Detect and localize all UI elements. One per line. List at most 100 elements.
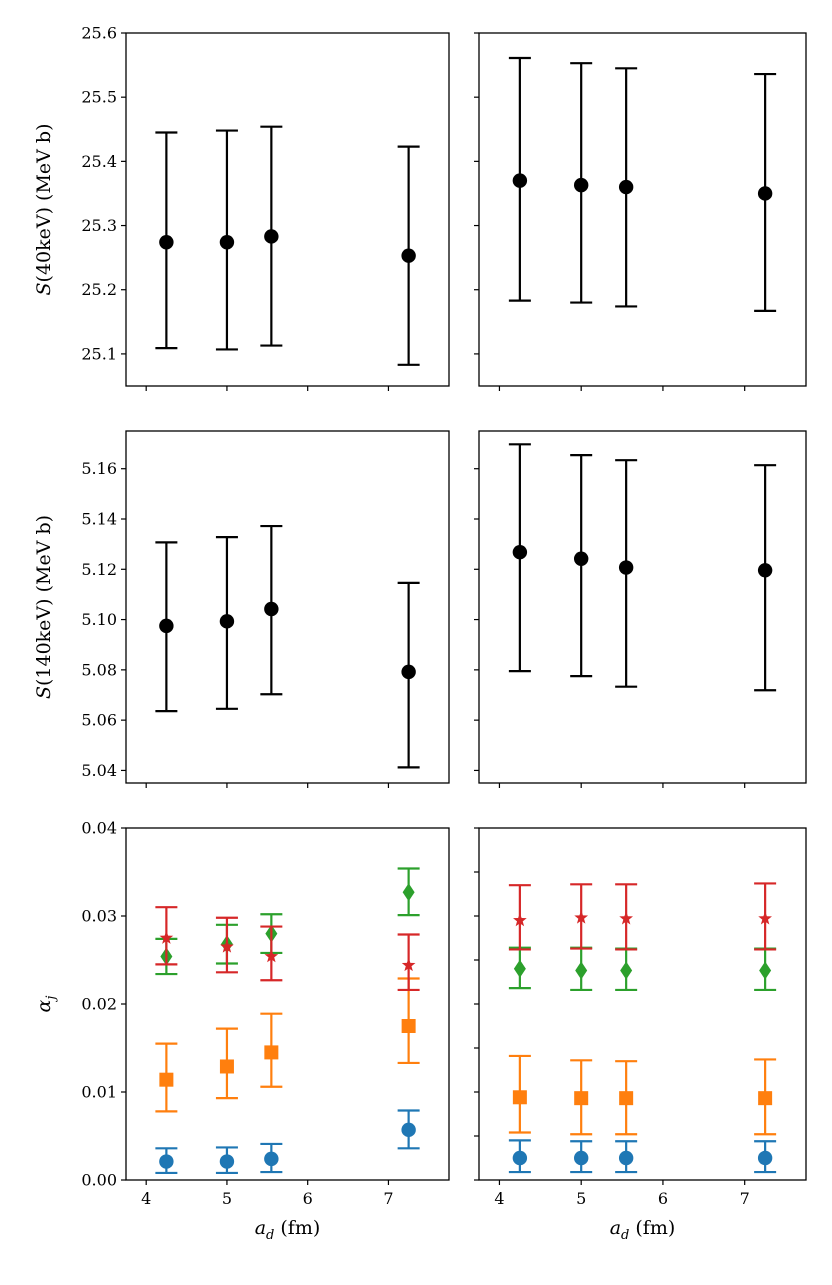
data-point xyxy=(264,601,279,617)
data-point xyxy=(574,910,589,924)
data-point xyxy=(401,248,416,263)
data-point xyxy=(219,1154,235,1169)
y-tick-label: 25.6 xyxy=(81,24,117,43)
data-point xyxy=(512,173,528,188)
y-tick-label: 5.10 xyxy=(81,610,117,629)
data-point xyxy=(401,1019,416,1033)
data-point xyxy=(619,911,633,925)
series-α4 xyxy=(508,882,777,951)
plot-frame xyxy=(478,32,807,387)
data-point xyxy=(264,1045,279,1060)
data-point xyxy=(757,1150,773,1166)
y-tick-label: 0.02 xyxy=(81,995,117,1014)
data-point xyxy=(159,930,174,944)
data-point xyxy=(219,614,235,629)
y-tick-label: 0.00 xyxy=(81,1171,117,1190)
plot-frame xyxy=(478,827,807,1181)
y-tick-label: 25.3 xyxy=(81,216,117,235)
data-point xyxy=(513,913,527,927)
y-axis-label: S(40keV) (MeV b) xyxy=(33,124,55,296)
series-α1 xyxy=(508,1139,777,1174)
data-point xyxy=(219,1059,234,1074)
plot-frame xyxy=(125,827,450,1181)
y-tick-label: 25.2 xyxy=(81,280,117,299)
x-tick-label: 6 xyxy=(303,1189,313,1208)
data-point xyxy=(159,618,174,634)
x-axis-label: ad (fm) xyxy=(255,1217,321,1243)
y-tick-label: 5.16 xyxy=(81,459,117,478)
plot-frame xyxy=(125,32,450,387)
y-tick-label: 0.01 xyxy=(81,1083,117,1102)
panel-bottom-right: 4 5 6 7 ad (fm) xyxy=(474,827,807,1243)
panel-middle-right xyxy=(474,430,807,788)
data-point xyxy=(401,664,416,680)
panel-middle-left: 5.04 5.06 5.08 5.10 5.12 5.14 5.16 S(140keV) (M… xyxy=(33,430,450,788)
series-α4 xyxy=(155,906,420,992)
x-tick-label: 6 xyxy=(658,1189,668,1208)
x-tick-label: 7 xyxy=(740,1189,750,1208)
y-axis-label: αj xyxy=(33,996,59,1013)
data-point xyxy=(513,959,526,978)
y-tick-label: 5.06 xyxy=(81,711,117,730)
x-tick-label: 5 xyxy=(222,1189,232,1208)
data-point xyxy=(620,961,633,980)
data-point xyxy=(575,961,588,980)
data-point xyxy=(757,186,773,201)
series-α3 xyxy=(155,867,420,976)
data-point xyxy=(159,1072,174,1087)
data-point xyxy=(512,1150,528,1166)
data-point xyxy=(574,1091,589,1106)
data-point xyxy=(220,939,234,953)
data-point xyxy=(159,1154,174,1169)
data-point xyxy=(619,1091,634,1106)
data-point xyxy=(219,235,235,250)
series-α3 xyxy=(508,946,777,992)
y-tick-label: 25.4 xyxy=(81,152,117,171)
data-point xyxy=(512,1090,527,1105)
data-point xyxy=(758,1091,773,1106)
data-point xyxy=(573,1150,589,1166)
panel-bottom-left: 4 5 6 7 0.00 0.01 0.02 0.03 0.04 αj ad (fm) xyxy=(33,819,450,1243)
data-point xyxy=(618,560,634,575)
data-point xyxy=(758,911,772,925)
y-tick-label: 0.04 xyxy=(81,819,117,838)
y-axis-label: S(140keV) (MeV b) xyxy=(33,515,55,699)
series-S(140keV) xyxy=(155,524,420,769)
data-point xyxy=(159,235,174,250)
data-point xyxy=(401,1122,416,1138)
y-tick-label: 5.12 xyxy=(81,560,117,579)
x-tick-label: 4 xyxy=(494,1189,504,1208)
series-α2 xyxy=(508,1054,777,1136)
panel-top-left: 25.1 25.2 25.3 25.4 25.5 25.6 S(40keV) (MeV b) xyxy=(33,24,450,391)
x-axis-label: ad (fm) xyxy=(610,1217,676,1243)
series-S(40keV) xyxy=(508,56,777,313)
x-tick-label: 7 xyxy=(383,1189,393,1208)
plot-frame xyxy=(478,430,807,784)
data-point xyxy=(401,958,416,972)
error-bar xyxy=(754,464,777,692)
y-tick-label: 5.14 xyxy=(81,510,117,529)
data-point xyxy=(618,179,634,195)
series-S(140keV) xyxy=(508,443,777,692)
x-tick-label: 5 xyxy=(576,1189,586,1208)
data-point xyxy=(402,883,415,902)
y-tick-label: 0.03 xyxy=(81,907,117,926)
x-tick-label: 4 xyxy=(141,1189,151,1208)
data-point xyxy=(264,229,279,244)
data-point xyxy=(618,1150,634,1166)
series-α1 xyxy=(155,1109,420,1175)
data-point xyxy=(757,563,773,578)
y-tick-label: 5.08 xyxy=(81,660,117,679)
data-point xyxy=(759,961,772,980)
y-tick-label: 5.04 xyxy=(81,761,117,780)
series-α2 xyxy=(155,977,420,1113)
data-point xyxy=(512,544,528,560)
y-tick-label: 25.5 xyxy=(81,88,117,107)
data-point xyxy=(264,1151,279,1167)
series-S(40keV) xyxy=(155,125,420,366)
panel-top-right xyxy=(474,32,807,391)
data-point xyxy=(573,177,589,193)
y-tick-label: 25.1 xyxy=(81,344,117,363)
data-point xyxy=(573,551,589,566)
